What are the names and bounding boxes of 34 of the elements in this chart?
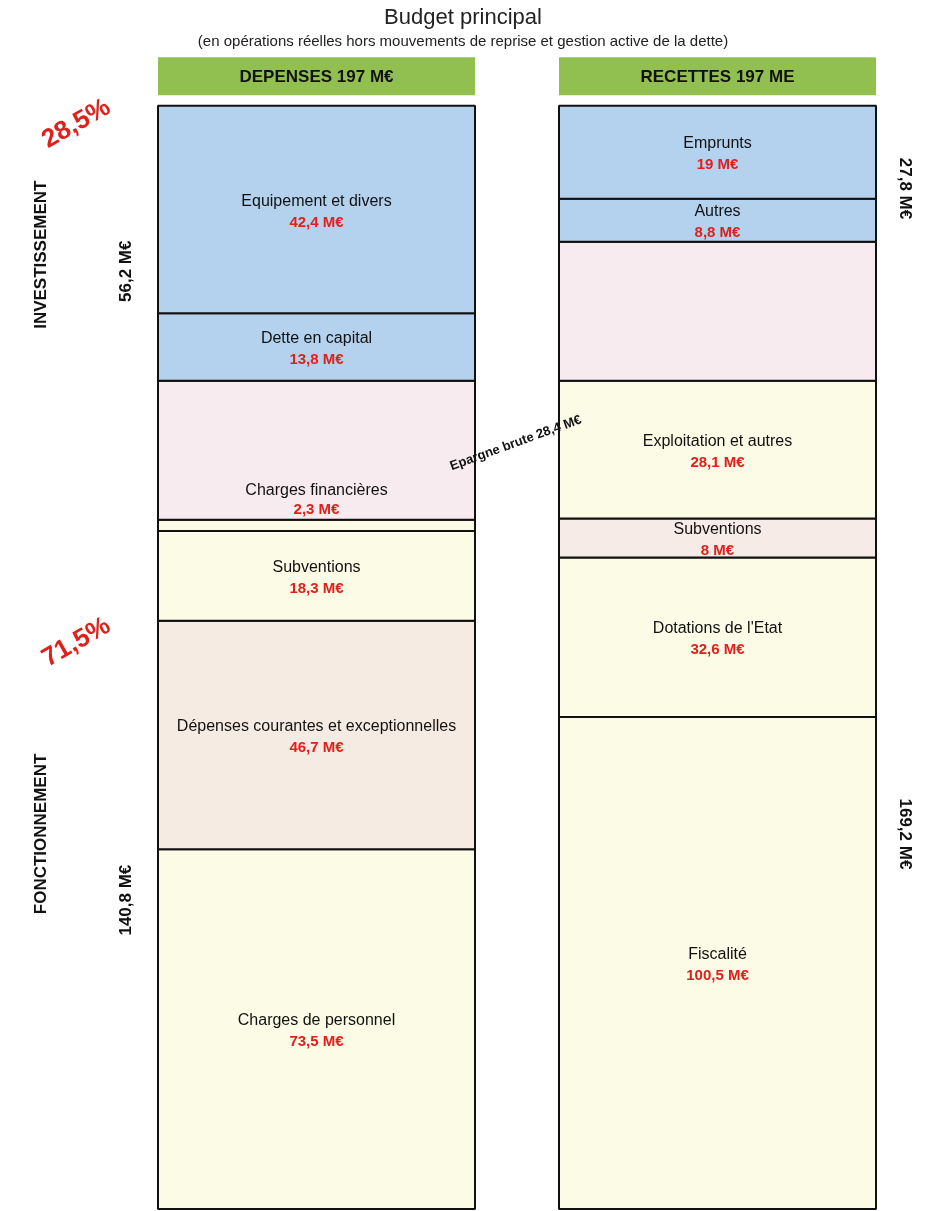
annotation: Exploitation et autres <box>642 431 793 449</box>
annotation: Subventions <box>673 519 762 537</box>
annotation: Emprunts <box>683 134 752 152</box>
annotation: 56,2 M€ <box>116 239 135 302</box>
x-tick-label: DEPENSES 197 M€ <box>239 66 395 86</box>
data-label: 42,4 M€ <box>289 212 345 230</box>
chart-subtitle: (en opérations réelles hors mouvements de reprise et gestion active de la dette) <box>197 32 729 50</box>
annotation: 27,8 M€ <box>896 157 915 220</box>
annotation: Fiscalité <box>688 945 747 963</box>
annotation: Dotations de l'Etat <box>652 619 783 637</box>
data-label: 13,8 M€ <box>289 350 345 368</box>
annotation: Charges financières <box>245 480 388 498</box>
annotation: Charges de personnel <box>237 1011 396 1029</box>
data-label: 28,1 M€ <box>690 452 746 470</box>
annotation: Autres <box>694 202 741 220</box>
chart-title: Budget principal <box>384 3 542 29</box>
data-label: 8 M€ <box>700 540 735 558</box>
annotation: Dette en capital <box>260 329 373 347</box>
x-tick-label: RECETTES 197 ME <box>640 66 795 86</box>
data-label: 100,5 M€ <box>686 966 750 984</box>
data-label: 46,7 M€ <box>289 737 345 755</box>
data-label: 19 M€ <box>696 155 739 173</box>
annotation: Subventions <box>272 557 361 575</box>
data-label: 73,5 M€ <box>289 1032 345 1050</box>
annotation: FONCTIONNEMENT <box>31 753 50 915</box>
annotation: INVESTISSEMENT <box>31 179 50 329</box>
data-label: 2,3 M€ <box>293 499 341 517</box>
annotation: 140,8 M€ <box>116 864 135 936</box>
annotation: Dépenses courantes et exceptionnelles <box>176 716 457 734</box>
data-label: 8,8 M€ <box>694 223 742 241</box>
annotation: Equipement et divers <box>241 191 392 209</box>
annotation: 169,2 M€ <box>896 798 915 870</box>
data-label: 18,3 M€ <box>289 578 345 596</box>
data-label: 32,6 M€ <box>690 640 746 658</box>
